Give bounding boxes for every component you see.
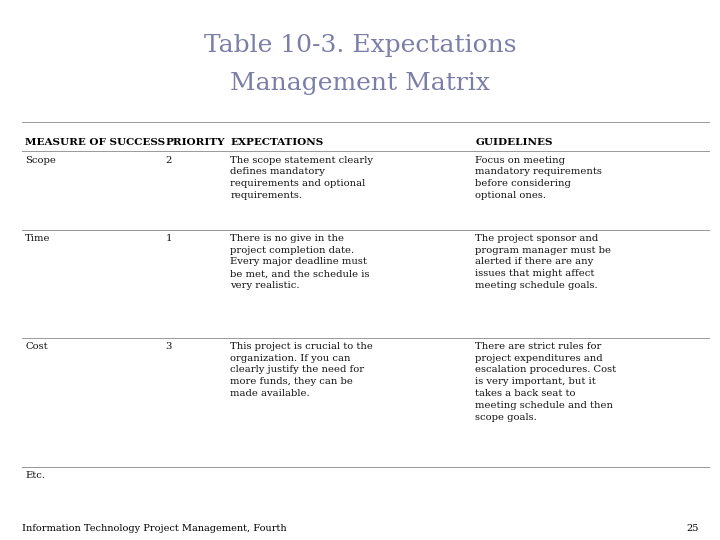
- Text: The scope statement clearly
defines mandatory
requirements and optional
requirem: The scope statement clearly defines mand…: [230, 156, 374, 200]
- Text: Management Matrix: Management Matrix: [230, 72, 490, 95]
- Text: There are strict rules for
project expenditures and
escalation procedures. Cost
: There are strict rules for project expen…: [475, 342, 616, 422]
- Text: Time: Time: [25, 234, 50, 243]
- Text: 25: 25: [686, 524, 698, 532]
- Text: Scope: Scope: [25, 156, 56, 165]
- Text: EXPECTATIONS: EXPECTATIONS: [230, 138, 324, 147]
- Text: Information Technology Project Management, Fourth: Information Technology Project Managemen…: [22, 524, 287, 532]
- Text: Focus on meeting
mandatory requirements
before considering
optional ones.: Focus on meeting mandatory requirements …: [475, 156, 602, 200]
- Text: 2: 2: [166, 156, 172, 165]
- Text: 1: 1: [166, 234, 172, 243]
- Text: Table 10-3. Expectations: Table 10-3. Expectations: [204, 35, 516, 57]
- Text: GUIDELINES: GUIDELINES: [475, 138, 553, 147]
- Text: Cost: Cost: [25, 342, 48, 351]
- Text: 3: 3: [166, 342, 172, 351]
- Text: PRIORITY: PRIORITY: [166, 138, 225, 147]
- Text: The project sponsor and
program manager must be
alerted if there are any
issues : The project sponsor and program manager …: [475, 234, 611, 290]
- Text: This project is crucial to the
organization. If you can
clearly justify the need: This project is crucial to the organizat…: [230, 342, 373, 398]
- Text: Etc.: Etc.: [25, 471, 45, 481]
- Text: MEASURE OF SUCCESS: MEASURE OF SUCCESS: [25, 138, 166, 147]
- Text: There is no give in the
project completion date.
Every major deadline must
be me: There is no give in the project completi…: [230, 234, 370, 290]
